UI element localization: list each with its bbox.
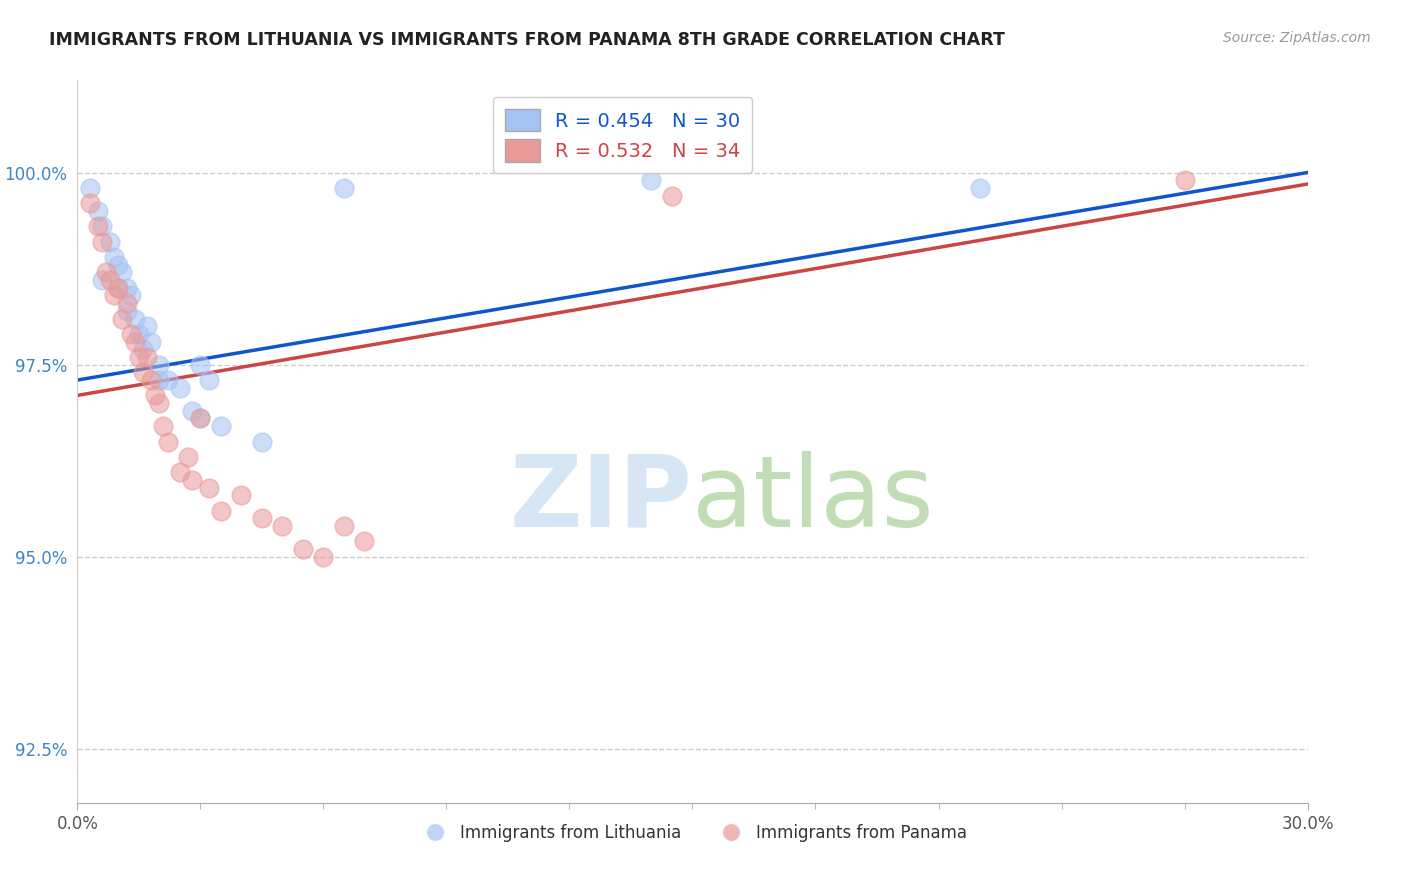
Point — [120, 288, 142, 302]
Point — [969, 181, 991, 195]
Point — [640, 173, 662, 187]
Point — [231, 488, 253, 502]
Point — [169, 381, 191, 395]
Text: Source: ZipAtlas.com: Source: ZipAtlas.com — [1223, 31, 1371, 45]
Point — [250, 511, 273, 525]
Point — [188, 411, 212, 425]
Point — [98, 235, 121, 249]
Point — [1174, 173, 1197, 187]
Point — [120, 326, 142, 341]
Point — [291, 542, 314, 557]
Point — [333, 181, 356, 195]
Point — [143, 388, 166, 402]
Point — [152, 419, 174, 434]
Point — [115, 281, 138, 295]
Point — [128, 326, 150, 341]
Point — [90, 235, 114, 249]
Point — [90, 219, 114, 234]
Text: atlas: atlas — [693, 450, 934, 548]
Point — [250, 434, 273, 449]
Point — [98, 273, 121, 287]
Point — [148, 396, 170, 410]
Point — [188, 411, 212, 425]
Point — [107, 258, 129, 272]
Point — [107, 281, 129, 295]
Point — [197, 481, 219, 495]
Point — [156, 434, 179, 449]
Point — [181, 473, 204, 487]
Point — [79, 196, 101, 211]
Point — [128, 350, 150, 364]
Point — [136, 319, 159, 334]
Point — [132, 343, 155, 357]
Point — [177, 450, 200, 464]
Point — [79, 181, 101, 195]
Point — [124, 334, 146, 349]
Point — [111, 311, 134, 326]
Point — [124, 311, 146, 326]
Point — [181, 404, 204, 418]
Point — [87, 203, 110, 218]
Legend: Immigrants from Lithuania, Immigrants from Panama: Immigrants from Lithuania, Immigrants fr… — [412, 817, 973, 848]
Point — [90, 273, 114, 287]
Point — [115, 304, 138, 318]
Point — [132, 365, 155, 379]
Point — [87, 219, 110, 234]
Point — [148, 373, 170, 387]
Point — [271, 519, 294, 533]
Point — [136, 350, 159, 364]
Text: IMMIGRANTS FROM LITHUANIA VS IMMIGRANTS FROM PANAMA 8TH GRADE CORRELATION CHART: IMMIGRANTS FROM LITHUANIA VS IMMIGRANTS … — [49, 31, 1005, 49]
Point — [94, 265, 117, 279]
Point — [209, 419, 232, 434]
Text: ZIP: ZIP — [509, 450, 693, 548]
Point — [107, 281, 129, 295]
Point — [148, 358, 170, 372]
Point — [312, 549, 335, 564]
Point — [111, 265, 134, 279]
Point — [169, 465, 191, 479]
Point — [141, 334, 163, 349]
Point — [197, 373, 219, 387]
Point — [103, 288, 125, 302]
Point — [103, 250, 125, 264]
Point — [115, 296, 138, 310]
Point — [141, 373, 163, 387]
Point — [333, 519, 356, 533]
Point — [661, 188, 683, 202]
Point — [156, 373, 179, 387]
Point — [353, 534, 375, 549]
Point — [188, 358, 212, 372]
Point — [209, 504, 232, 518]
